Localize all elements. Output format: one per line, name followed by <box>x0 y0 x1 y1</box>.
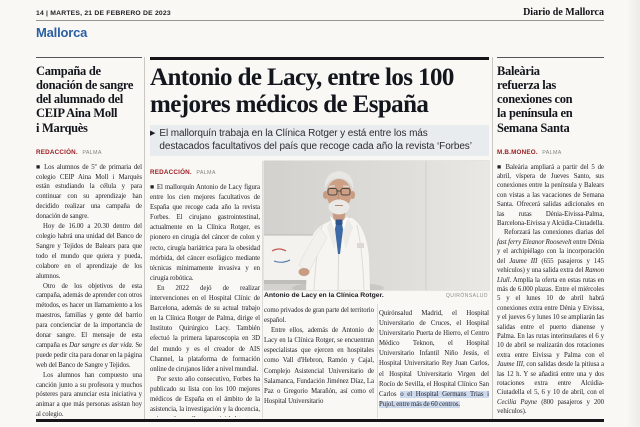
main-inner-rule-2 <box>377 304 378 418</box>
byline-place: PALMA <box>542 149 562 156</box>
main-headline: Antonio de Lacy, entre los 100 mejores m… <box>150 64 454 118</box>
main-article-body-col1: ■ El mallorquín Antonio de Lacy figura e… <box>150 184 260 417</box>
bottom-rule <box>36 419 604 422</box>
photo-credit: QUIRÓNSALUD <box>445 293 488 299</box>
left-article-body: ■ Los alumnos de 5º de primaria del cole… <box>36 163 142 419</box>
header-rule <box>36 20 604 21</box>
main-article-byline: REDACCIÓN. PALMA <box>150 161 260 179</box>
byline-place: PALMA <box>196 170 216 176</box>
main-article-col1: REDACCIÓN. PALMA ■ El mallorquín Antonio… <box>150 161 260 417</box>
left-article-headline: Campaña de donación de sangre del alumna… <box>36 64 134 135</box>
main-article-body-col2: como privados de gran parte del territor… <box>264 307 374 405</box>
standfirst-arrow-icon: ▶ <box>150 130 156 137</box>
right-article-byline: M.B.MONEO. PALMA <box>497 141 604 159</box>
byline-author: M.B.MONEO. <box>497 148 538 156</box>
article-photo <box>264 161 489 290</box>
column-rule-right <box>492 57 493 419</box>
article-blood-donation: Campaña de donación de sangre del alumna… <box>36 57 142 420</box>
byline-author: REDACCIÓN. <box>36 148 78 156</box>
standfirst-text: El mallorquín trabaja en la Clínica Rotg… <box>159 128 472 152</box>
column-rule-left <box>144 57 145 419</box>
main-inner-rule-1 <box>262 161 263 418</box>
photo-caption: Antonio de Lacy en la Clínica Rotger. <box>264 292 384 299</box>
section-label: Mallorca <box>36 25 88 40</box>
masthead: Diario de Mallorca <box>523 7 604 18</box>
right-article-body: ■ Baleària ampliará a partir del 5 de ab… <box>497 163 604 416</box>
doctor-figure <box>292 171 384 290</box>
left-article-byline: REDACCIÓN. PALMA <box>36 141 142 159</box>
byline-place: PALMA <box>82 149 102 156</box>
main-article-body-col3: Quirónsalud Madrid, el Hospital Universi… <box>379 310 489 408</box>
right-article-headline: Baleària refuerza las conexiones con la … <box>497 64 573 135</box>
main-article-col2: como privados de gran parte del territor… <box>264 306 374 418</box>
byline-author: REDACCIÓN. <box>150 169 192 176</box>
main-article-col3: Quirónsalud Madrid, el Hospital Universi… <box>379 309 489 418</box>
folio-date: 14 | MARTES, 21 DE FEBRERO DE 2023 <box>36 10 171 17</box>
doctor-photo-illustration <box>264 161 489 290</box>
article-balearia: Baleària refuerza las conexiones con la … <box>497 57 604 420</box>
main-standfirst: ▶ El mallorquín trabaja en la Clínica Ro… <box>150 125 489 156</box>
article-antonio-de-lacy: Antonio de Lacy, entre los 100 mejores m… <box>150 57 489 156</box>
